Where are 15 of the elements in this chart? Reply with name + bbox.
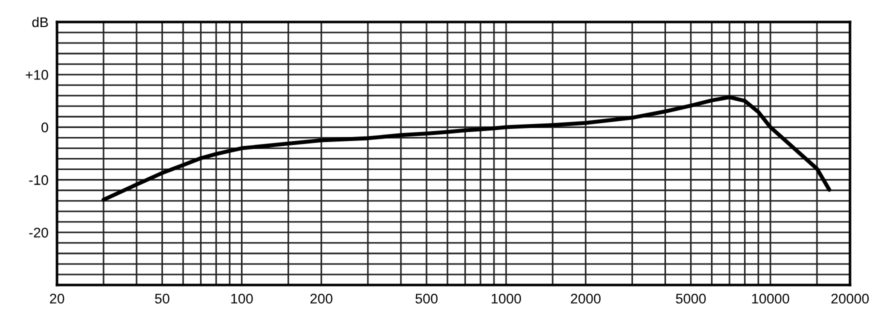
- x-tick-label: 2000: [570, 294, 601, 304]
- y-tick-label: dB: [32, 16, 48, 28]
- x-tick-label: 100: [231, 294, 253, 304]
- x-tick-label: 20: [50, 294, 64, 304]
- x-tick-label: 5000: [676, 294, 706, 304]
- x-tick-label: 200: [310, 294, 332, 304]
- y-tick-label: -20: [29, 228, 48, 238]
- x-tick-label: 50: [155, 294, 170, 304]
- x-tick-label: 10000: [752, 294, 790, 304]
- y-tick-label: 0: [41, 122, 48, 132]
- x-tick-label: 20000: [831, 294, 869, 304]
- y-tick-label: -10: [29, 175, 48, 185]
- x-tick-label: 1000: [492, 294, 521, 304]
- x-tick-label: 500: [415, 294, 438, 304]
- y-tick-label: +10: [26, 70, 48, 80]
